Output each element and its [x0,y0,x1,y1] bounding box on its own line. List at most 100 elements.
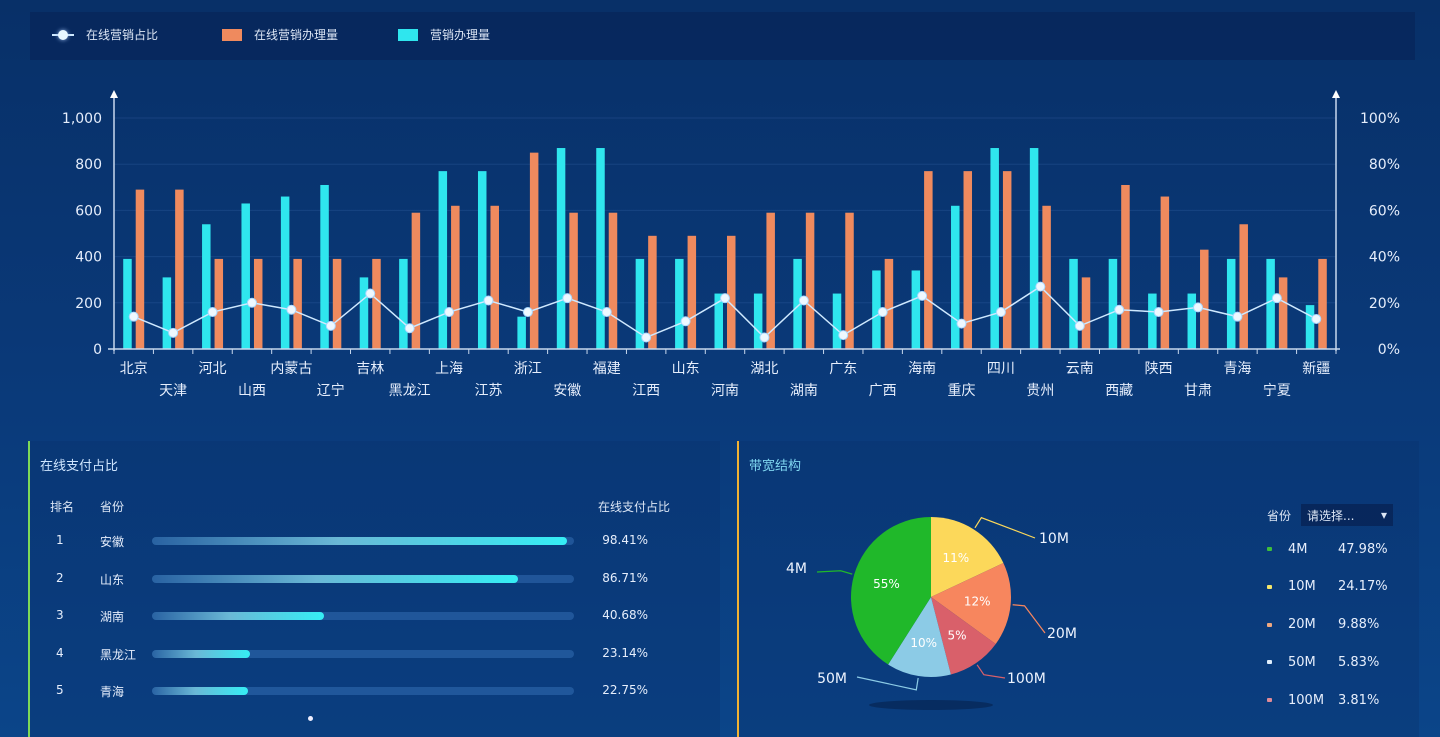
bar-cyan [1187,293,1197,349]
ranking-row: 3 湖南 40.68% [30,608,720,628]
legend-color-icon [1267,660,1272,665]
orange-square-icon [222,28,242,41]
progress-track [152,687,574,695]
line-point [168,327,179,338]
bar-cyan [1108,258,1118,349]
bar-cyan [793,258,802,349]
pie-legend-item[interactable]: 100M 3.81% [1267,691,1379,709]
bar-orange [845,212,854,349]
bar-orange [608,212,618,349]
line-point [286,304,297,315]
province-name: 黑龙江 [100,647,137,662]
line-point [877,307,888,318]
line-point [128,311,139,322]
pie-slice-name: 20M [1047,626,1077,642]
line-point [562,293,573,304]
province-filter: 省份 请选择... ▾ [1267,504,1394,526]
pie-legend-item[interactable]: 4M 47.98% [1267,540,1388,558]
x-category-label: 青海 [1223,361,1251,377]
pie-slice [931,597,996,675]
rank-number: 2 [56,570,64,585]
x-category-label: 广西 [869,383,897,399]
x-category-label: 广东 [829,361,857,377]
x-category-label: 新疆 [1302,361,1330,377]
legend-name: 20M [1288,617,1316,633]
line-point [1074,320,1085,331]
province-name: 湖南 [100,610,125,624]
x-category-label: 四川 [987,361,1015,377]
select-placeholder: 请选择... [1307,508,1355,523]
bar-orange [1002,171,1012,349]
legend-name: 50M [1288,654,1316,670]
pie-slice [888,597,951,677]
pie-legend-item[interactable]: 20M 9.88% [1267,616,1379,634]
x-category-label: 上海 [435,361,463,377]
legend-color-icon [1267,698,1272,703]
legend-item-online-marketing-volume[interactable]: 在线营销办理量 [222,26,338,43]
line-point [641,332,652,343]
bar-orange [805,212,815,349]
column-header-province: 省份 [100,500,125,514]
province-name: 山东 [100,572,125,587]
pie-slice-label: 10% [910,636,937,650]
bar-cyan [438,171,448,349]
bar-cyan [1305,305,1315,349]
ratio-value: 23.14% [602,645,648,660]
ratio-value: 86.71% [602,570,648,585]
y2-tick-label: 100% [1360,111,1400,127]
line-point [1232,311,1243,322]
column-header-ratio: 在线支付占比 [598,500,671,514]
bar-cyan [320,184,329,349]
legend-color-icon [1267,622,1272,627]
bar-cyan [832,293,842,349]
x-category-label: 天津 [159,383,187,399]
pie-slice-label: 5% [948,628,967,642]
line-point [246,297,257,308]
bar-cyan [1029,148,1039,349]
bar-orange [1239,224,1248,349]
line-point [1114,304,1125,315]
bar-orange [1121,184,1130,349]
legend-item-marketing-volume[interactable]: 营销办理量 [398,26,490,43]
line-marker-icon [52,29,74,40]
bar-orange [687,235,697,349]
pie-slice-name: 50M [817,671,847,687]
pie-slice-label: 11% [943,551,970,565]
legend-item-online-marketing-ratio[interactable]: 在线营销占比 [52,26,158,43]
progress-fill [152,612,324,620]
x-category-label: 江西 [632,383,660,399]
bar-cyan [714,293,723,349]
pie-shadow [869,700,993,710]
bar-orange [569,212,578,349]
pie-slice-name: 10M [1039,531,1069,547]
ranking-row: 1 安徽 98.41% [30,533,720,553]
pie-legend-item[interactable]: 50M 5.83% [1267,653,1379,671]
bar-orange [214,258,224,349]
legend-label: 在线营销办理量 [254,28,339,42]
pie-legend-item[interactable]: 10M 24.17% [1267,578,1388,596]
bar-cyan [1266,258,1275,349]
progress-track [152,612,574,620]
province-select[interactable]: 请选择... ▾ [1301,504,1394,526]
line-point [325,320,336,331]
line-point [798,295,809,306]
x-category-label: 宁夏 [1263,382,1291,399]
progress-fill [152,537,568,545]
bar-orange [1278,277,1288,349]
panel-title: 带宽结构 [749,459,802,474]
progress-track [152,574,574,583]
legend-color-icon [1267,547,1272,551]
bar-orange [963,171,973,349]
bar-orange [1200,249,1209,349]
province-name: 安徽 [100,535,125,549]
pagination-dot[interactable] [308,716,313,721]
y2-tick-label: 0% [1378,342,1400,358]
ranking-row: 2 山东 86.71% [30,571,720,591]
line-point [1271,293,1282,304]
ratio-value: 22.75% [602,683,648,697]
bar-cyan [556,148,566,349]
bar-orange [766,212,775,349]
bar-cyan [399,258,408,349]
bar-orange [175,189,184,349]
pie-leader-line [856,676,919,691]
